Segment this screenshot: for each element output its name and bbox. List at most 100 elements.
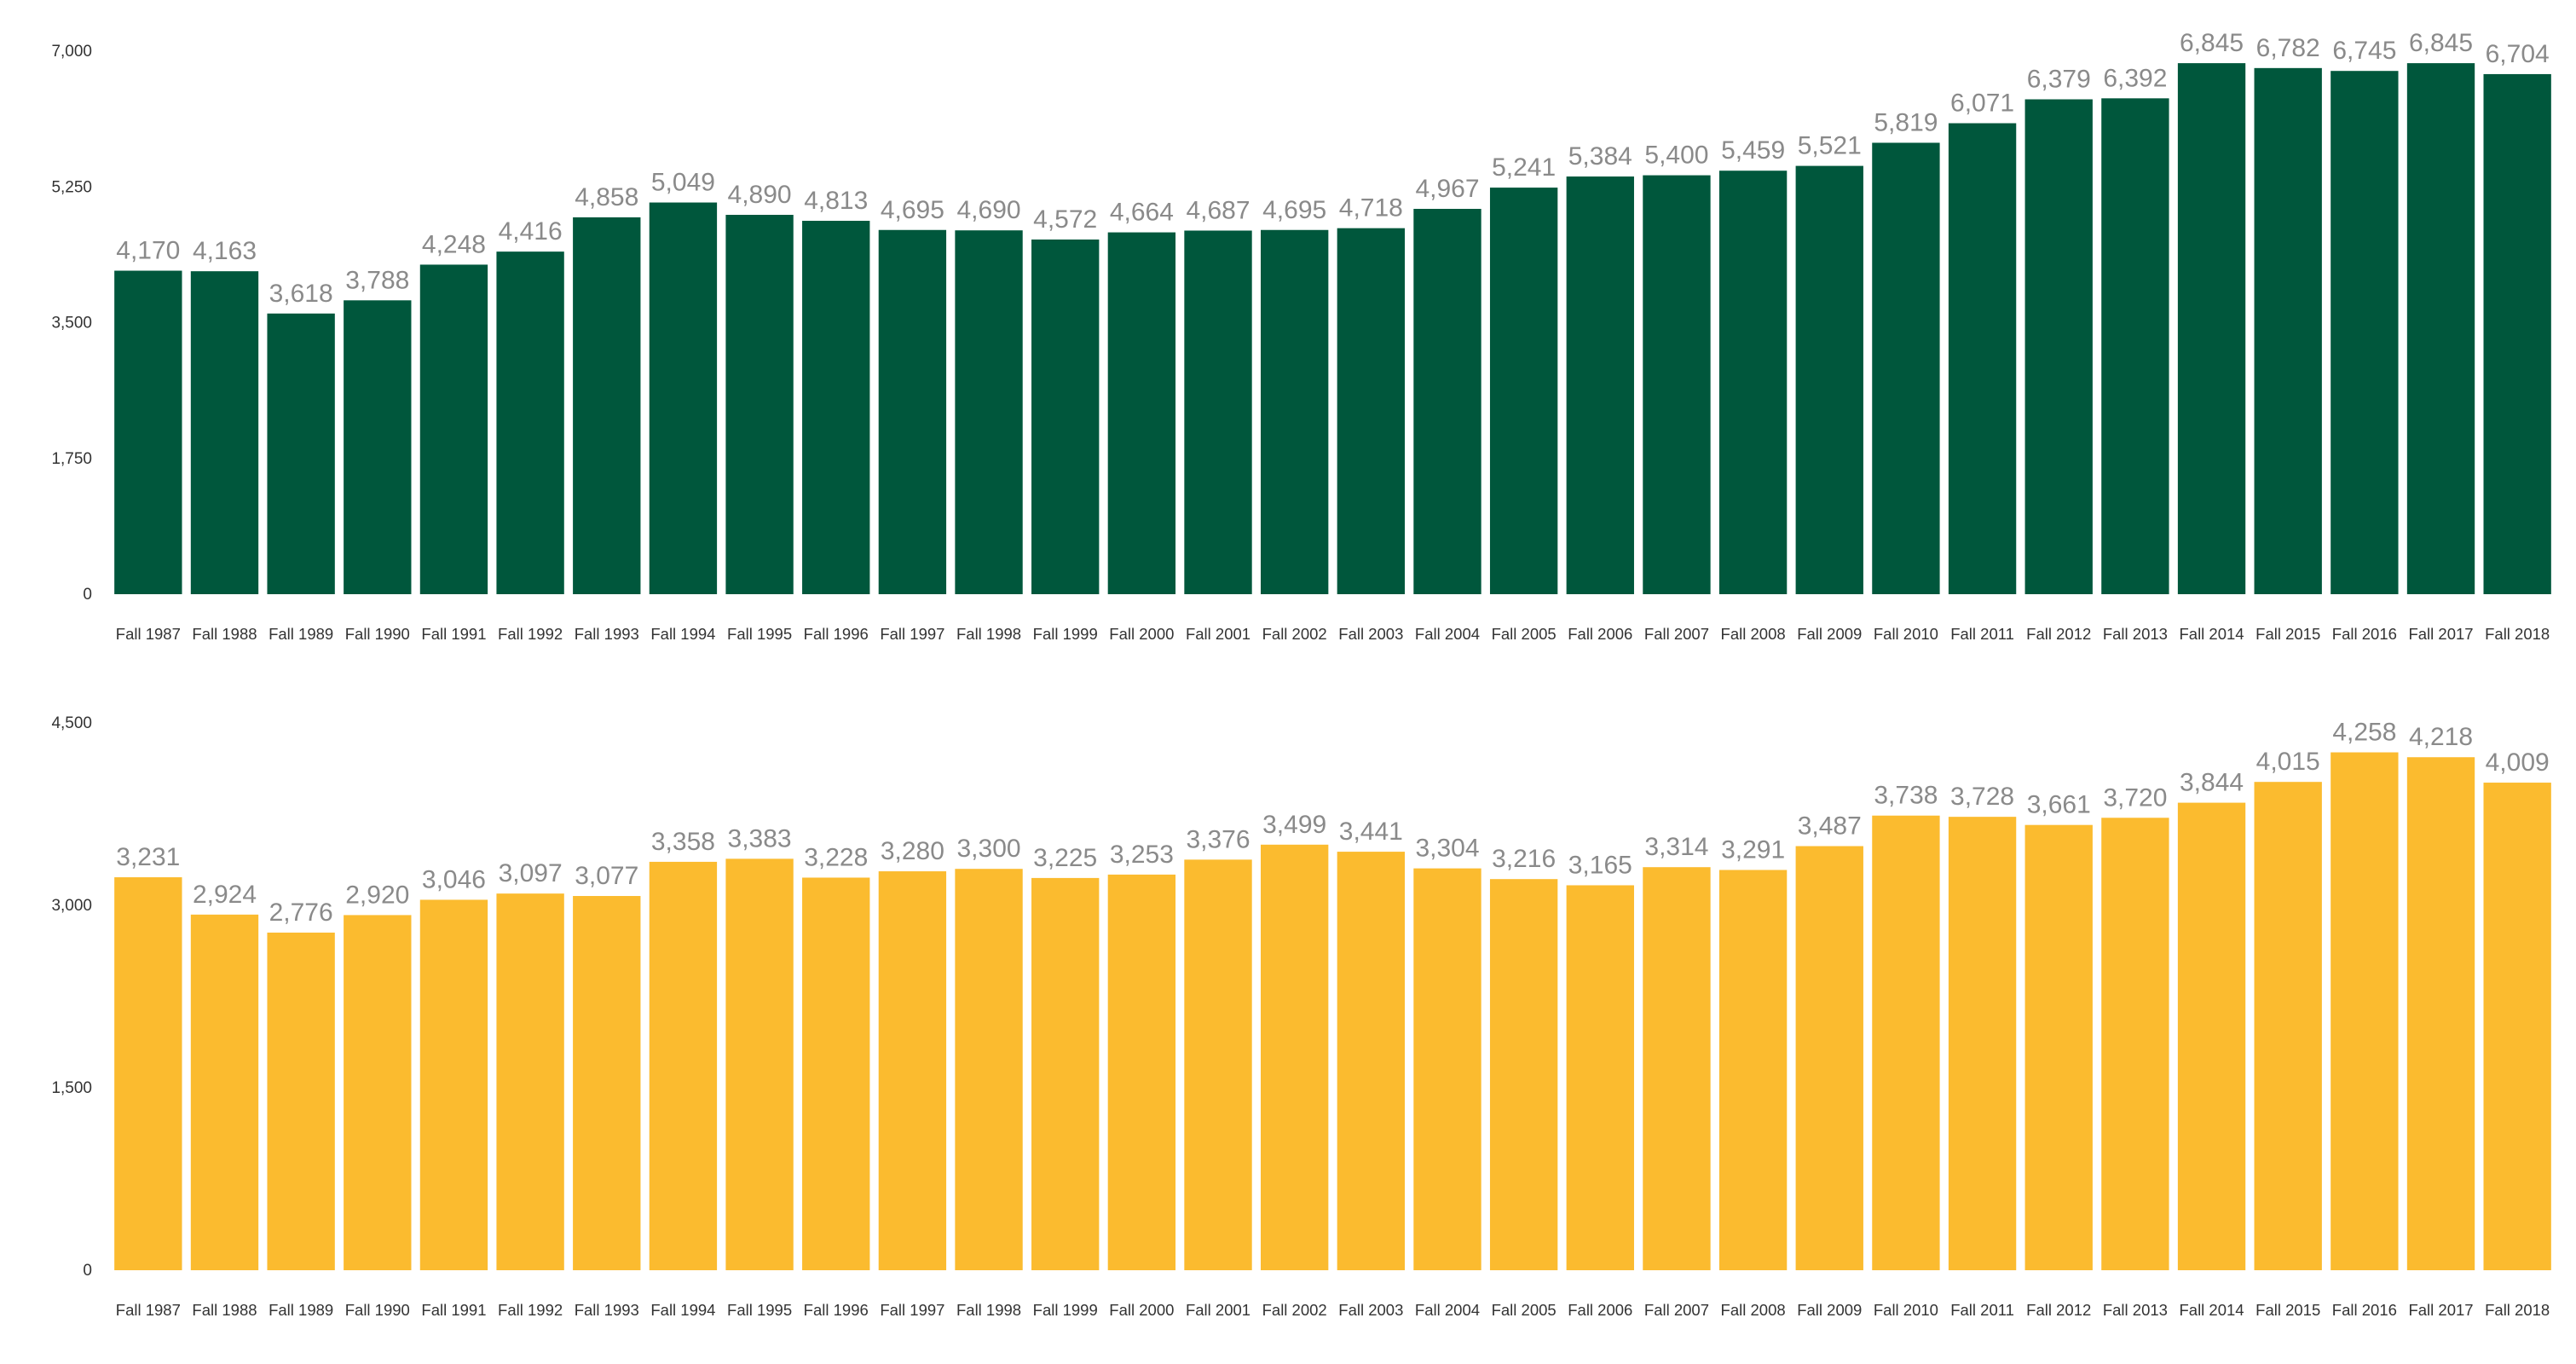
bar-value-label: 5,400 — [1644, 142, 1708, 170]
bar-value-label: 5,384 — [1568, 142, 1632, 170]
bar-value-label: 4,858 — [575, 183, 638, 211]
x-tick-label: Fall 2001 — [1186, 625, 1250, 643]
x-tick-label: Fall 1996 — [804, 1301, 869, 1319]
x-tick-label: Fall 1990 — [345, 625, 410, 643]
bar-value-label: 6,071 — [1950, 90, 2014, 118]
bar-value-label: 4,015 — [2256, 748, 2320, 776]
bar — [267, 932, 335, 1270]
bar-value-label: 5,049 — [651, 169, 715, 197]
bar-value-label: 4,967 — [1415, 175, 1479, 203]
x-tick-label: Fall 1987 — [116, 625, 181, 643]
x-tick-label: Fall 2018 — [2485, 1301, 2550, 1319]
bar-value-label: 6,745 — [2332, 37, 2396, 65]
x-tick-label: Fall 1993 — [575, 1301, 639, 1319]
bar-value-label: 3,077 — [575, 862, 638, 890]
bar — [802, 221, 870, 594]
bar — [267, 313, 335, 594]
bar — [344, 915, 412, 1270]
bar — [496, 251, 564, 594]
x-tick-label: Fall 2000 — [1109, 1301, 1174, 1319]
bar — [955, 230, 1023, 594]
bar-value-label: 4,690 — [957, 196, 1021, 224]
x-tick-label: Fall 1988 — [192, 1301, 257, 1319]
bar — [1643, 175, 1711, 594]
bar-value-label: 3,046 — [422, 865, 486, 893]
x-tick-label: Fall 2000 — [1109, 625, 1174, 643]
x-tick-label: Fall 1999 — [1033, 1301, 1098, 1319]
bar — [1413, 209, 1481, 595]
x-tick-label: Fall 1991 — [421, 1301, 486, 1319]
bar-value-label: 4,572 — [1033, 205, 1097, 234]
x-tick-label: Fall 2010 — [1874, 1301, 1938, 1319]
x-tick-label: Fall 1998 — [956, 1301, 1021, 1319]
bar — [419, 264, 488, 594]
bar-value-label: 4,248 — [422, 230, 486, 258]
bar — [2406, 63, 2475, 595]
bar — [2483, 73, 2551, 595]
bar — [114, 270, 182, 594]
x-tick-label: Fall 2018 — [2485, 625, 2550, 643]
x-tick-label: Fall 2017 — [2408, 1301, 2473, 1319]
x-tick-label: Fall 2003 — [1338, 1301, 1403, 1319]
x-tick-label: Fall 2002 — [1262, 1301, 1327, 1319]
y-tick-label: 1,750 — [51, 450, 92, 468]
x-tick-label: Fall 2009 — [1797, 1301, 1862, 1319]
bar-value-label: 2,920 — [345, 881, 409, 909]
bar-value-label: 4,009 — [2486, 748, 2550, 777]
y-tick-label: 0 — [83, 1262, 92, 1280]
bar-value-label: 3,738 — [1874, 782, 1938, 810]
x-tick-label: Fall 1995 — [727, 625, 792, 643]
bar-value-label: 3,253 — [1110, 841, 1174, 869]
bar — [496, 893, 564, 1270]
x-tick-label: Fall 2014 — [2179, 1301, 2244, 1319]
bar — [573, 896, 641, 1270]
bar — [1184, 230, 1252, 594]
y-tick-label: 1,500 — [51, 1079, 92, 1097]
bar — [2177, 802, 2246, 1270]
bar — [1795, 165, 1863, 595]
bar — [1107, 874, 1176, 1270]
y-tick-label: 7,000 — [51, 43, 92, 61]
bar-value-label: 3,728 — [1950, 783, 2014, 811]
bar-value-label: 4,416 — [499, 217, 563, 246]
bar-value-label: 4,687 — [1186, 196, 1250, 224]
bar — [649, 202, 718, 594]
x-tick-label: Fall 1994 — [650, 1301, 715, 1319]
bar-value-label: 3,291 — [1721, 835, 1785, 864]
bar — [1489, 188, 1558, 594]
bar-value-label: 4,695 — [881, 196, 944, 224]
x-tick-label: Fall 2007 — [1644, 625, 1709, 643]
bar-value-label: 6,845 — [2409, 29, 2473, 57]
bar — [344, 300, 412, 594]
x-tick-label: Fall 2016 — [2332, 625, 2397, 643]
bar — [1337, 228, 1406, 594]
bar-value-label: 6,782 — [2256, 34, 2320, 62]
bar — [2331, 71, 2399, 594]
bar — [2177, 63, 2246, 595]
x-tick-label: Fall 1999 — [1033, 625, 1098, 643]
bar — [878, 871, 947, 1270]
bar — [878, 229, 947, 594]
y-tick-label: 5,250 — [51, 178, 92, 196]
bar-value-label: 4,258 — [2332, 719, 2396, 747]
x-tick-label: Fall 2004 — [1415, 1301, 1480, 1319]
bar — [1566, 176, 1634, 594]
bar — [1413, 868, 1481, 1270]
bar-value-label: 3,097 — [499, 859, 563, 887]
y-tick-label: 4,500 — [51, 714, 92, 732]
bar — [1718, 870, 1788, 1270]
bar-value-label: 3,661 — [2027, 791, 2091, 819]
bar — [1795, 846, 1863, 1270]
x-tick-label: Fall 2013 — [2103, 1301, 2168, 1319]
x-tick-label: Fall 1991 — [421, 625, 486, 643]
bar-value-label: 6,392 — [2103, 64, 2167, 92]
bar — [1184, 859, 1252, 1270]
bar — [2406, 757, 2475, 1270]
bar — [2254, 67, 2322, 594]
bar-value-label: 4,218 — [2409, 723, 2473, 751]
x-tick-label: Fall 2012 — [2026, 625, 2091, 643]
x-tick-label: Fall 2002 — [1262, 625, 1327, 643]
bar-value-label: 3,280 — [881, 837, 944, 865]
bar-value-label: 5,459 — [1721, 136, 1785, 165]
bar — [725, 858, 794, 1270]
